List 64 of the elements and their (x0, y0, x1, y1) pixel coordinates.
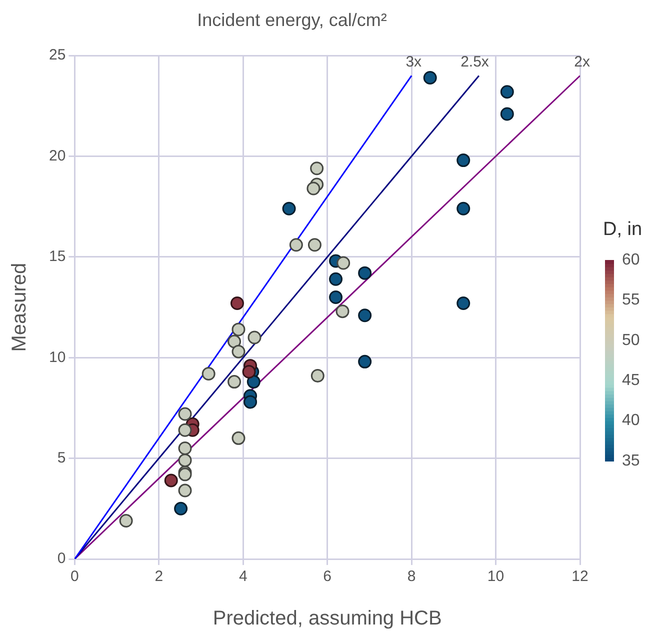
point (423, 71, 437, 84)
point (244, 395, 258, 409)
point (289, 238, 303, 252)
chart-title: Incident energy, cal/cm² (197, 10, 387, 30)
point (329, 290, 343, 304)
point (242, 364, 256, 378)
point (164, 474, 178, 488)
point (310, 162, 324, 176)
point (500, 107, 514, 121)
y-tick-label: 15 (48, 248, 66, 266)
y-tick-label: 20 (48, 147, 66, 164)
annotation: 2.5x (460, 53, 490, 70)
annotation: 2x (574, 53, 590, 70)
point (178, 484, 192, 498)
point (228, 375, 242, 389)
color-bar-label: 35 (622, 452, 640, 470)
annotation: 3x (406, 53, 422, 70)
color-bar-label: 55 (622, 292, 640, 309)
point (248, 330, 262, 344)
color-bar-label: 60 (622, 251, 640, 268)
y-tick-label: 0 (57, 550, 66, 568)
point (358, 266, 372, 280)
point (358, 354, 372, 368)
point (174, 502, 188, 516)
point (178, 442, 192, 455)
x-tick-label: 10 (487, 568, 504, 586)
color-bar-title: D, in (603, 219, 642, 240)
point (336, 256, 350, 270)
point (232, 322, 246, 336)
point (500, 85, 514, 99)
point (308, 238, 322, 252)
point (178, 454, 192, 468)
y-tick-label: 25 (48, 46, 66, 64)
point (310, 369, 324, 383)
point (329, 272, 343, 286)
point (282, 202, 296, 216)
point (456, 154, 470, 168)
color-bar-label: 45 (622, 372, 640, 390)
point (119, 514, 133, 528)
point (230, 296, 244, 310)
x-tick-label: 12 (572, 568, 588, 586)
x-tick-label: 8 (407, 568, 416, 586)
x-tick-label: 4 (238, 568, 248, 586)
y-tick-label: 10 (48, 348, 66, 366)
point (178, 407, 192, 421)
x-tick-label: 0 (70, 568, 79, 586)
x-tick-label: 6 (323, 568, 332, 586)
point (456, 202, 470, 216)
point (336, 304, 350, 318)
point (306, 182, 320, 196)
x-axis-title: Predicted, assuming HCB (212, 608, 442, 630)
point (202, 367, 216, 380)
point (228, 334, 242, 348)
point (246, 375, 260, 389)
point (232, 431, 246, 445)
y-axis-title: Measured (8, 262, 31, 352)
color-bar-label: 40 (622, 412, 640, 430)
color-bar-label: 50 (622, 332, 640, 349)
point (456, 296, 470, 310)
x-tick-label: 2 (154, 568, 164, 586)
y-tick-label: 5 (57, 449, 66, 466)
point (178, 423, 192, 437)
point (232, 344, 246, 358)
point (358, 308, 372, 322)
